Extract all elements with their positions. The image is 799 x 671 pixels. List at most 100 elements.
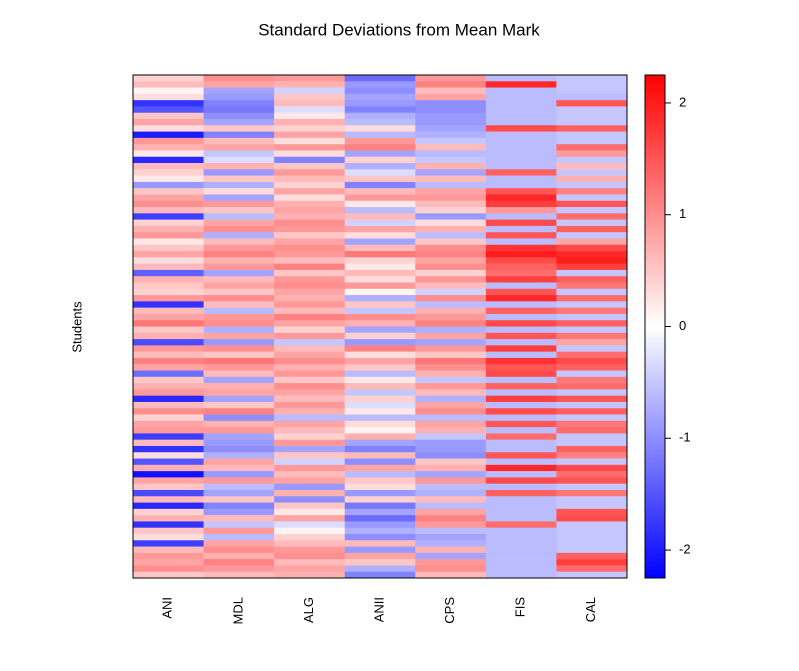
heatmap-cell — [415, 188, 487, 195]
heatmap-cell — [485, 521, 557, 528]
heatmap-cell — [415, 276, 487, 283]
heatmap-cell — [485, 351, 557, 359]
heatmap-cell — [274, 112, 346, 120]
heatmap-cell — [203, 156, 275, 164]
heatmap-cell — [485, 93, 557, 101]
heatmap-cell — [344, 244, 416, 252]
heatmap-cell — [203, 119, 275, 126]
heatmap-cell — [485, 477, 557, 484]
heatmap-cell — [133, 232, 204, 239]
heatmap-cell — [556, 483, 628, 491]
heatmap-cell — [344, 408, 416, 415]
heatmap-cell — [133, 433, 204, 440]
heatmap-cell — [485, 194, 557, 202]
heatmap-cell — [133, 288, 204, 296]
heatmap-cell — [203, 452, 275, 459]
heatmap-cell — [133, 276, 204, 283]
heatmap-cell — [274, 295, 346, 302]
heatmap-cell — [556, 112, 628, 120]
x-tick-label: FIS — [513, 597, 528, 618]
heatmap-cell — [556, 540, 628, 547]
heatmap-cell — [203, 383, 275, 390]
heatmap-cell — [485, 427, 557, 434]
heatmap-cell — [203, 320, 275, 327]
heatmap-cell — [274, 565, 346, 573]
heatmap-cell — [203, 565, 275, 573]
heatmap-cell — [203, 301, 275, 308]
heatmap-cell — [556, 527, 628, 535]
heatmap-cell — [203, 546, 275, 554]
heatmap-cell — [133, 106, 204, 114]
heatmap-cell — [133, 244, 204, 252]
heatmap-cell — [274, 332, 346, 340]
heatmap-cell — [415, 251, 487, 258]
heatmap-cell — [556, 401, 628, 409]
heatmap-cell — [344, 144, 416, 151]
heatmap-cell — [485, 571, 557, 579]
heatmap-cell — [133, 339, 204, 346]
heatmap-cell — [556, 207, 628, 214]
heatmap-cell — [274, 477, 346, 484]
heatmap-cell — [344, 156, 416, 164]
heatmap-cell — [203, 313, 275, 321]
heatmap-cell — [344, 521, 416, 528]
x-tick-label: CAL — [583, 597, 598, 622]
heatmap-cell — [274, 345, 346, 352]
heatmap-cell — [344, 345, 416, 352]
heatmap-cell — [415, 357, 487, 365]
heatmap-cell — [203, 420, 275, 428]
heatmap-cell — [203, 150, 275, 158]
heatmap-cell — [133, 452, 204, 459]
heatmap-cell — [556, 200, 628, 208]
heatmap-cell — [274, 194, 346, 202]
heatmap-cell — [485, 339, 557, 346]
heatmap-cell — [133, 546, 204, 554]
heatmap-cell — [485, 200, 557, 208]
heatmap-cell — [415, 445, 487, 453]
heatmap-cell — [274, 420, 346, 428]
heatmap-cell — [415, 194, 487, 202]
heatmap-cell — [415, 508, 487, 516]
heatmap-cell — [344, 93, 416, 101]
heatmap-cell — [485, 515, 557, 522]
heatmap-cell — [133, 269, 204, 277]
heatmap-cell — [485, 389, 557, 396]
heatmap-cell — [344, 288, 416, 296]
heatmap-cell — [485, 282, 557, 290]
heatmap-cell — [203, 263, 275, 271]
heatmap-cell — [415, 100, 487, 107]
heatmap-cell — [485, 370, 557, 378]
heatmap-cell — [203, 395, 275, 403]
heatmap-cell — [344, 471, 416, 478]
heatmap-cell — [485, 326, 557, 334]
heatmap-cell — [556, 552, 628, 560]
heatmap-cell — [274, 496, 346, 503]
heatmap-cell — [274, 200, 346, 208]
heatmap-cell — [203, 401, 275, 409]
heatmap-cell — [274, 395, 346, 403]
heatmap-cell — [133, 131, 204, 139]
heatmap-cell — [485, 452, 557, 459]
heatmap-cell — [556, 395, 628, 403]
heatmap-cell — [274, 251, 346, 258]
heatmap-cell — [415, 496, 487, 503]
heatmap-cell — [485, 144, 557, 151]
heatmap-cell — [133, 357, 204, 365]
heatmap-cell — [274, 276, 346, 283]
heatmap-cell — [485, 414, 557, 422]
heatmap-cell — [133, 169, 204, 176]
heatmap-cell — [415, 351, 487, 359]
heatmap-cell — [133, 200, 204, 208]
heatmap-cell — [415, 288, 487, 296]
heatmap-cell — [344, 502, 416, 510]
plot-frame — [132, 74, 628, 579]
heatmap-cell — [344, 81, 416, 88]
heatmap-cell — [556, 307, 628, 315]
heatmap-cell — [485, 181, 557, 189]
heatmap-cell — [274, 238, 346, 246]
heatmap-cell — [274, 401, 346, 409]
heatmap-cell — [274, 508, 346, 516]
heatmap-cell — [133, 225, 204, 233]
heatmap-cell — [133, 383, 204, 390]
heatmap-cell — [415, 81, 487, 88]
